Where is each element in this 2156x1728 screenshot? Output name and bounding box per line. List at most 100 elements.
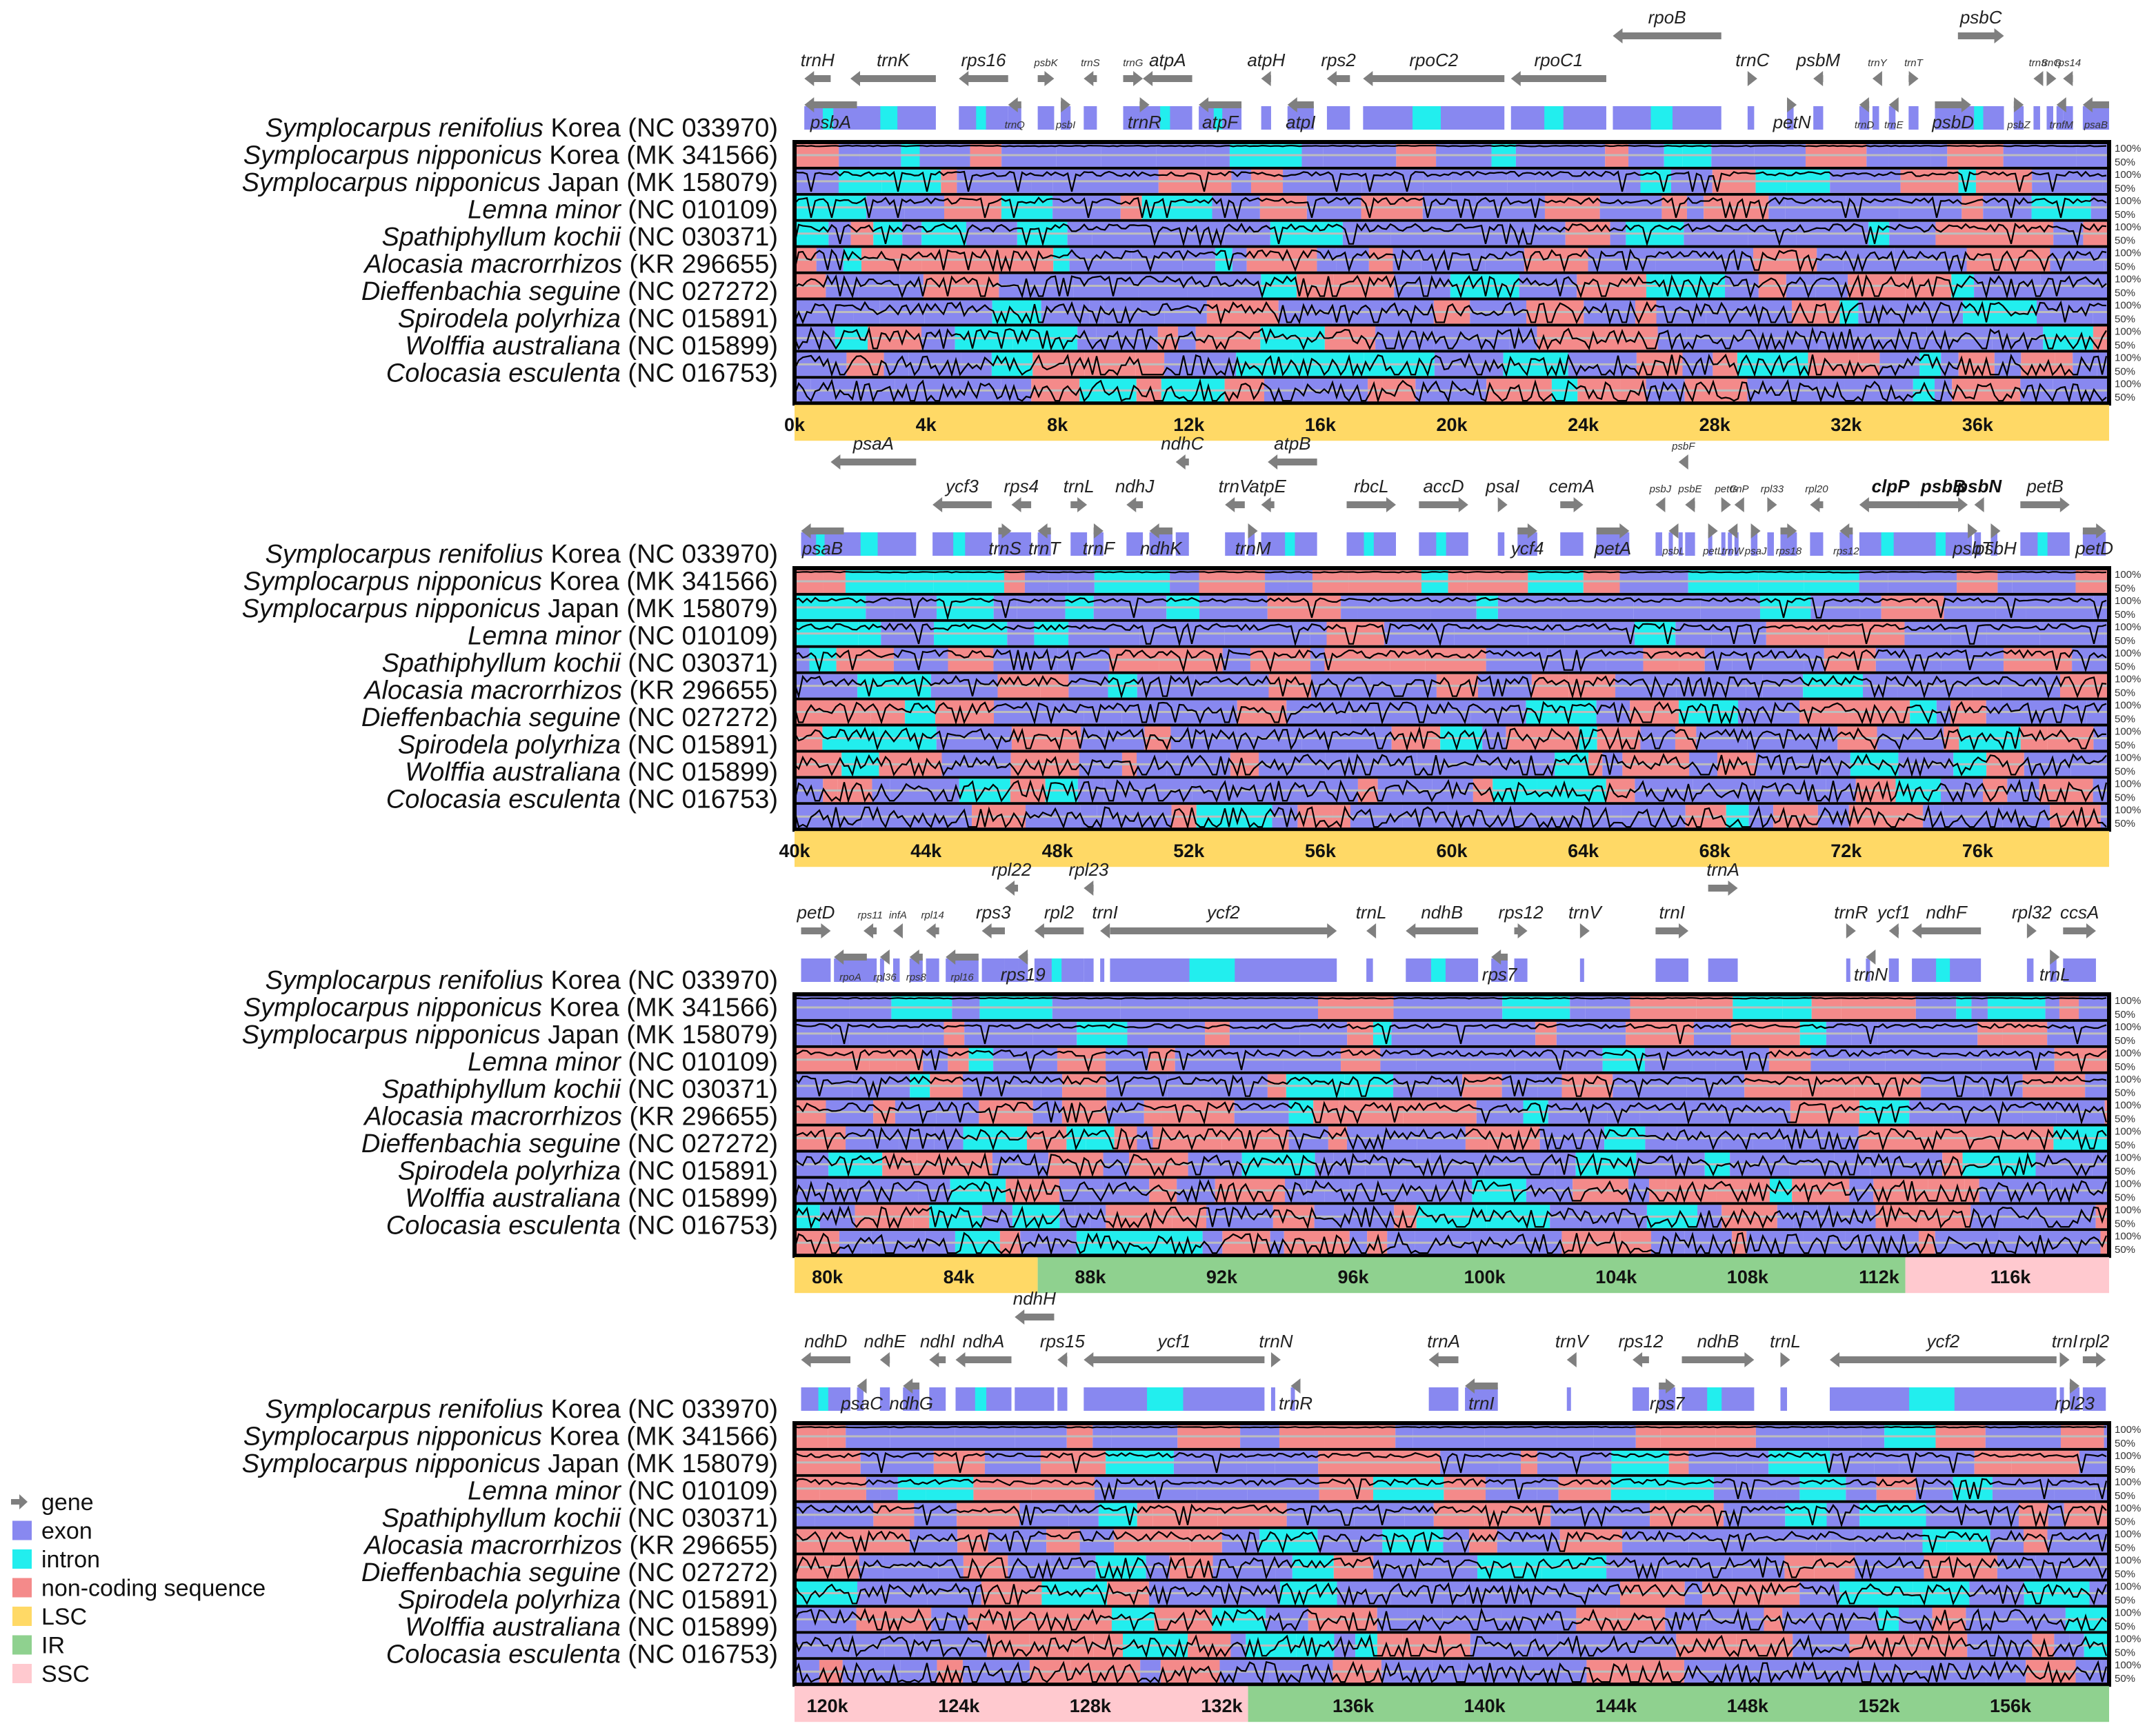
gene-label-trnfM: trnfM bbox=[2050, 119, 2074, 131]
species-name: Dieffenbachia seguine bbox=[361, 703, 621, 732]
percent-100: 100% bbox=[2115, 778, 2141, 790]
exon-block bbox=[1968, 532, 1973, 556]
gene-label-ndhI: ndhI bbox=[920, 1331, 955, 1352]
gene-arrow-trnM bbox=[1248, 523, 1258, 539]
exon-block bbox=[879, 1387, 890, 1411]
species-accession: (NC 033970) bbox=[621, 540, 778, 569]
percent-100: 100% bbox=[2115, 804, 2141, 816]
tick-label: 40k bbox=[779, 841, 810, 861]
gene-arrow-trnL bbox=[1070, 497, 1088, 512]
species-name: Symplocarpus nipponicus bbox=[242, 1449, 541, 1478]
species-label: Spathiphyllum kochii (NC 030371) bbox=[381, 649, 778, 678]
intron-block bbox=[976, 106, 986, 130]
gene-arrow-petD bbox=[2082, 523, 2106, 539]
species-label: Symplocarpus nipponicus Korea (MK 341566… bbox=[243, 141, 778, 170]
exon-block bbox=[2082, 532, 2106, 556]
species-label: Spathiphyllum kochii (NC 030371) bbox=[381, 1504, 778, 1533]
gene-arrow-psbH bbox=[1990, 523, 2001, 539]
species-label: Wolffia australiana (NC 015899) bbox=[405, 758, 778, 787]
gene-arrow-trnI bbox=[1655, 923, 1689, 938]
gene-arrow-trnQ bbox=[1008, 97, 1021, 112]
gene-arrow-trnN bbox=[1866, 950, 1876, 965]
gene-arrow-trnI bbox=[1100, 923, 1110, 938]
legend-swatch bbox=[12, 1549, 32, 1569]
gene-arrow-ndhJ bbox=[1126, 497, 1144, 512]
gene-label-trnY: trnY bbox=[1868, 57, 1888, 69]
exon-block bbox=[981, 958, 1005, 982]
gene-label-cemA: cemA bbox=[1549, 476, 1595, 496]
tick-label: 76k bbox=[1962, 841, 1994, 861]
identity-curve bbox=[793, 248, 2107, 273]
gene-arrow-psbA bbox=[804, 97, 857, 112]
gene-arrow-rbcL bbox=[1346, 497, 1396, 512]
legend-item-LSC: LSC bbox=[12, 1604, 87, 1630]
gene-arrow-ndhA bbox=[955, 1352, 1012, 1367]
gene-arrow-psbK bbox=[1037, 71, 1055, 86]
exon-block bbox=[1366, 958, 1373, 982]
percent-100: 100% bbox=[2115, 595, 2141, 607]
region-bar: 40k 44k 48k 52k 56k 60k 64k 68k 72k 76k bbox=[779, 831, 2109, 867]
gene-label-trnI: trnI bbox=[1659, 902, 1685, 923]
gene-arrow-ndhG bbox=[903, 1378, 920, 1394]
tick-label: 0k bbox=[784, 414, 806, 435]
exon-block bbox=[1018, 958, 1028, 982]
species-locality: Korea bbox=[542, 141, 620, 170]
species-locality: Japan bbox=[541, 1449, 619, 1478]
gene-label-ndhF: ndhF bbox=[1926, 902, 1968, 923]
identity-curve bbox=[793, 144, 2107, 148]
gene-arrow-cemA bbox=[1560, 497, 1584, 512]
gene-label-psbT: psbT bbox=[1952, 538, 1994, 559]
gene-arrow-ndhB bbox=[1406, 923, 1479, 938]
identity-curve bbox=[793, 1230, 2108, 1256]
gene-label-psbK: psbK bbox=[1033, 57, 1058, 69]
exon-block bbox=[1839, 532, 1853, 556]
species-label: Spathiphyllum kochii (NC 030371) bbox=[381, 223, 778, 252]
gene-label-psbJ: psbJ bbox=[1649, 483, 1672, 495]
legend-swatch bbox=[12, 1607, 32, 1626]
exon-block bbox=[879, 958, 884, 982]
exon-block bbox=[2033, 106, 2040, 130]
intron-block bbox=[816, 532, 825, 556]
gene-arrow-trnA bbox=[1708, 881, 1738, 896]
exon-block bbox=[1655, 958, 1689, 982]
gene-arrow-rps19 bbox=[1018, 950, 1028, 965]
species-name: Alocasia macrorrhizos bbox=[363, 676, 622, 705]
percent-100: 100% bbox=[2115, 1047, 2141, 1059]
percent-50: 50% bbox=[2115, 261, 2135, 273]
exon-block bbox=[1813, 106, 1824, 130]
species-label: Spirodela polyrhiza (NC 015891) bbox=[398, 305, 778, 334]
gene-arrow-rpl2 bbox=[1034, 923, 1084, 938]
gene-label-clpP: clpP bbox=[1872, 476, 1910, 496]
gene-label-atpE: atpE bbox=[1249, 476, 1286, 496]
percent-100: 100% bbox=[2115, 752, 2141, 763]
gene-label-trnI: trnI bbox=[2052, 1331, 2078, 1352]
identity-curve bbox=[793, 1152, 2107, 1178]
exon-block bbox=[1100, 958, 1105, 982]
species-label: Symplocarpus renifolius Korea (NC 033970… bbox=[266, 1395, 779, 1424]
panel-3: petD rpoA rps11 rpl36 infA rps8 rpl14 rpl16 rps3… bbox=[242, 859, 2141, 1294]
gene-label-psaA: psaA bbox=[852, 433, 894, 454]
identity-curve bbox=[793, 1023, 2107, 1045]
alignment-frame bbox=[792, 1421, 2111, 1687]
tick-label: 28k bbox=[1699, 414, 1731, 435]
identity-curve bbox=[793, 222, 2107, 248]
gene-label-petD: petD bbox=[797, 902, 835, 923]
intron-block bbox=[1707, 1387, 1722, 1411]
gene-label-rpl33: rpl33 bbox=[1761, 483, 1784, 495]
percent-100: 100% bbox=[2115, 143, 2141, 154]
gene-arrow-ndhD bbox=[801, 1352, 851, 1367]
species-locality: Korea bbox=[542, 994, 620, 1023]
gene-arrow-ndhC bbox=[1175, 454, 1189, 470]
gene-arrow-accD bbox=[1419, 497, 1468, 512]
gene-label-psbB: psbB bbox=[1920, 476, 1966, 496]
percent-50: 50% bbox=[2115, 157, 2135, 168]
gene-arrow-ycf1 bbox=[1084, 1352, 1265, 1367]
intron-block bbox=[1544, 106, 1564, 130]
species-name: Spathiphyllum kochii bbox=[381, 649, 621, 678]
species-label: Spirodela polyrhiza (NC 015891) bbox=[398, 1586, 778, 1615]
intron-block bbox=[1147, 1387, 1184, 1411]
gene-label-psbF: psbF bbox=[1671, 441, 1695, 452]
gene-label-petG: petG bbox=[1714, 483, 1737, 495]
species-label: Symplocarpus nipponicus Japan (MK 158079… bbox=[242, 1021, 778, 1049]
annotation-track bbox=[795, 958, 2109, 982]
